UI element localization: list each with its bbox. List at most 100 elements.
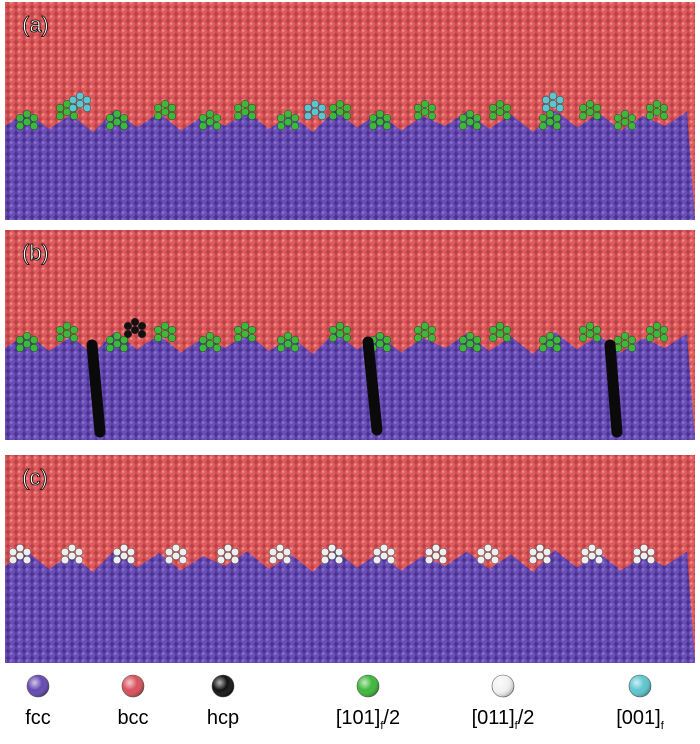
legend-subscript: f <box>515 720 519 732</box>
panel-label: (a) <box>22 12 49 37</box>
atom <box>233 326 242 335</box>
atom <box>536 552 545 561</box>
legend-label: [001]f <box>616 707 664 732</box>
atom <box>119 544 128 553</box>
atom <box>318 103 327 112</box>
atom <box>16 113 25 122</box>
atom <box>247 111 256 120</box>
atom <box>198 344 207 353</box>
atom <box>63 322 72 331</box>
atom <box>503 334 512 343</box>
atom <box>588 552 597 561</box>
atom <box>556 103 565 112</box>
atom <box>212 113 221 122</box>
atom <box>74 548 83 557</box>
atom <box>414 111 423 120</box>
atom <box>466 109 475 118</box>
atom <box>8 548 17 557</box>
legend-text: bcc <box>117 707 148 729</box>
atom <box>291 121 300 130</box>
atom <box>653 322 662 331</box>
atom <box>428 111 437 120</box>
panel: (a) <box>5 2 695 220</box>
atom <box>439 548 448 557</box>
atom <box>284 340 293 349</box>
atom <box>56 103 65 112</box>
atom <box>23 556 32 565</box>
atom <box>421 322 430 331</box>
atom <box>61 548 70 557</box>
atom <box>164 548 173 557</box>
atom <box>387 556 396 565</box>
atom <box>459 113 468 122</box>
atom <box>660 103 669 112</box>
atom <box>373 556 382 565</box>
atom <box>546 340 555 349</box>
atom <box>621 109 630 118</box>
atom <box>380 552 389 561</box>
atom <box>503 103 512 112</box>
legend-text: fcc <box>25 707 51 729</box>
atom <box>549 91 558 100</box>
atom <box>69 326 78 335</box>
atom <box>586 107 595 116</box>
atom <box>581 548 590 557</box>
atom <box>178 556 187 565</box>
legend-subscript: f <box>380 720 384 732</box>
atom <box>284 117 293 126</box>
legend-shine <box>357 675 379 697</box>
atom <box>277 336 286 345</box>
atom <box>586 99 595 108</box>
atom <box>23 340 32 349</box>
atom <box>212 344 221 353</box>
legend-text: [011] <box>472 707 515 729</box>
atom <box>647 556 656 565</box>
atom <box>16 121 25 130</box>
atom <box>421 330 430 339</box>
legend-text: hcp <box>207 707 239 729</box>
atom <box>653 99 662 108</box>
atom <box>75 99 84 108</box>
dislocation <box>604 339 623 438</box>
atom <box>68 95 77 104</box>
atom <box>421 99 430 108</box>
atom <box>542 95 551 104</box>
atom <box>304 103 313 112</box>
atom <box>30 121 39 130</box>
atom <box>473 336 482 345</box>
atom <box>588 544 597 553</box>
atom <box>640 552 649 561</box>
atom <box>321 556 330 565</box>
atom <box>119 113 128 122</box>
atom <box>277 121 286 130</box>
atom <box>119 552 128 561</box>
legend-text: [101] <box>336 707 380 729</box>
atom <box>167 334 176 343</box>
atom <box>247 334 256 343</box>
atom <box>212 336 221 345</box>
atom <box>336 330 345 339</box>
atom <box>205 109 214 118</box>
atom <box>496 99 505 108</box>
atom <box>380 544 389 553</box>
atom <box>269 548 278 557</box>
atom <box>473 113 482 122</box>
atom <box>329 111 338 120</box>
atom <box>160 99 169 108</box>
atom <box>329 334 338 343</box>
fcc-region <box>5 550 695 663</box>
atom <box>126 556 135 565</box>
atom <box>503 326 512 335</box>
atom <box>369 113 378 122</box>
atom <box>160 330 169 339</box>
atom <box>276 544 285 553</box>
atom <box>105 344 114 353</box>
atom <box>167 111 176 120</box>
atom <box>503 111 512 120</box>
atom <box>16 336 25 345</box>
atom <box>556 95 565 104</box>
atom <box>247 103 256 112</box>
legend-label: hcp <box>207 707 239 729</box>
atom <box>130 318 139 327</box>
atom <box>269 556 278 565</box>
